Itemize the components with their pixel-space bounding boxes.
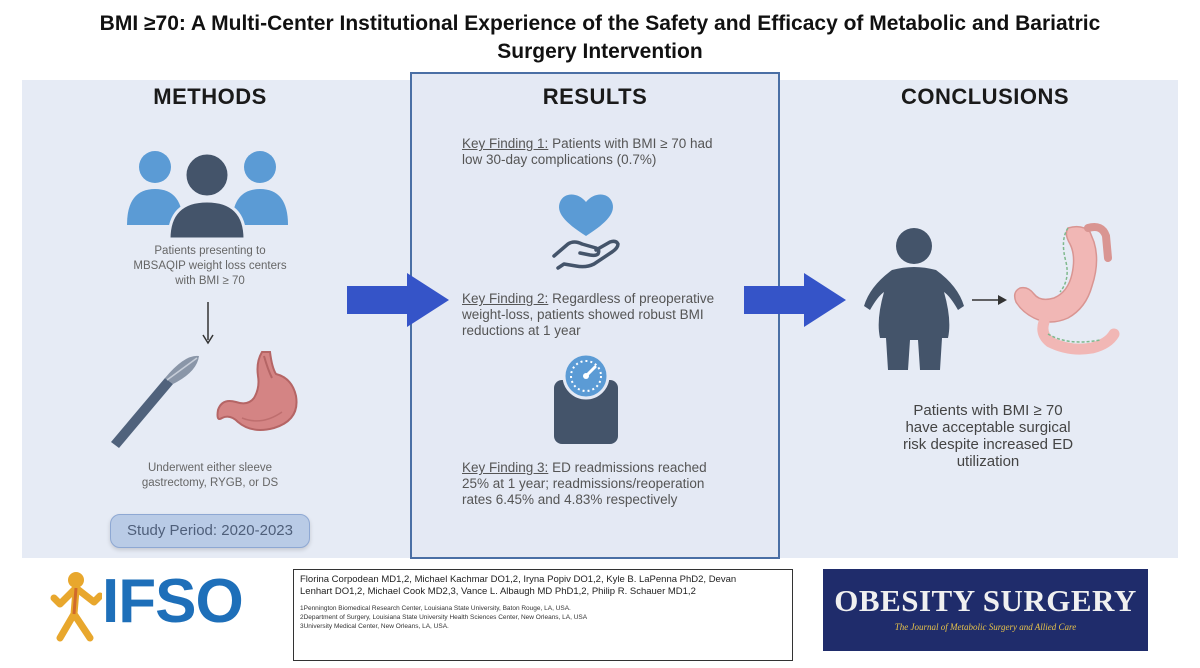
conclusions-heading: CONCLUSIONS <box>900 84 1070 109</box>
results-heading: RESULTS <box>542 84 648 109</box>
title-line-2: Surgery Intervention <box>497 40 703 63</box>
arrow-to-conclusions-icon <box>744 273 846 327</box>
heart-hand-icon <box>552 194 620 270</box>
ifso-logo: IFSO <box>102 567 244 636</box>
surgery-stomach-icon <box>1013 223 1120 355</box>
journal-subtitle: The Journal of Metabolic Surgery and All… <box>894 622 1077 632</box>
patients-text: Patients presenting to MBSAQIP weight lo… <box>133 245 287 287</box>
authors-box: Florina Corpodean MD1,2, Michael Kachmar… <box>293 569 793 661</box>
scalpel-icon <box>111 355 199 448</box>
stomach-icon <box>216 351 298 431</box>
journal-name: OBESITY SURGERY <box>834 583 1137 618</box>
arrow-to-results-icon <box>347 273 449 327</box>
results-box <box>410 72 780 559</box>
key-finding-3: Key Finding 3: ED readmissions reached 2… <box>462 460 707 507</box>
poster-title: BMI ≥70: A Multi-Center Institutional Ex… <box>0 10 1200 66</box>
study-period-badge: Study Period: 2020-2023 <box>110 514 310 548</box>
key-finding-1: Key Finding 1: Patients with BMI ≥ 70 ha… <box>462 136 713 167</box>
people-group-icon <box>127 151 288 240</box>
down-arrow-icon <box>202 302 214 345</box>
right-arrow-icon <box>972 295 1007 305</box>
affiliations: 1Pennington Biomedical Research Center, … <box>300 605 588 630</box>
journal-logo: OBESITY SURGERY The Journal of Metabolic… <box>823 569 1148 651</box>
key-finding-2: Key Finding 2: Regardless of preoperativ… <box>462 291 715 338</box>
title-line-1: BMI ≥70: A Multi-Center Institutional Ex… <box>99 12 1101 35</box>
scale-icon <box>554 352 618 444</box>
ifso-figure-icon <box>50 572 102 642</box>
surgery-text: Underwent either sleeve gastrectomy, RYG… <box>141 462 279 489</box>
conclusion-text: Patients with BMI ≥ 70 have acceptable s… <box>902 402 1074 470</box>
author-list: Florina Corpodean MD1,2, Michael Kachmar… <box>300 574 737 597</box>
methods-heading: METHODS <box>153 84 267 109</box>
person-icon <box>864 228 964 370</box>
